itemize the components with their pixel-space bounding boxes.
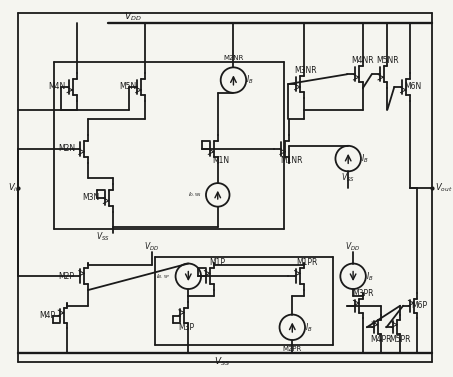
- Text: M4PR: M4PR: [370, 334, 391, 343]
- Text: M4N: M4N: [48, 83, 66, 92]
- Text: $V_{SS}$: $V_{SS}$: [341, 172, 355, 184]
- Text: $I_{B.5P}$: $I_{B.5P}$: [156, 272, 171, 281]
- Text: M2PR: M2PR: [283, 346, 302, 352]
- Text: $I_B$: $I_B$: [366, 270, 374, 282]
- Text: M1N: M1N: [212, 156, 229, 165]
- Text: M6P: M6P: [412, 301, 428, 310]
- Text: M1NR: M1NR: [280, 156, 303, 165]
- Text: $V_{in}$: $V_{in}$: [8, 182, 20, 194]
- Text: $V_{DD}$: $V_{DD}$: [145, 241, 159, 253]
- Text: $V_{SS}$: $V_{SS}$: [214, 356, 230, 368]
- Text: $I_B$: $I_B$: [361, 152, 369, 165]
- Text: M1PR: M1PR: [296, 258, 318, 267]
- Text: M4P: M4P: [39, 311, 55, 320]
- Text: M1P: M1P: [209, 258, 225, 267]
- Text: M3N: M3N: [82, 193, 100, 202]
- Text: $V_{DD}$: $V_{DD}$: [124, 10, 141, 23]
- Text: M5N: M5N: [119, 83, 136, 92]
- Text: M3P: M3P: [178, 323, 194, 332]
- Text: $I_B$: $I_B$: [305, 321, 313, 334]
- Text: M5PR: M5PR: [390, 334, 411, 343]
- Text: $I_{0.5N}$: $I_{0.5N}$: [188, 190, 202, 199]
- Text: $V_{out}$: $V_{out}$: [434, 182, 452, 194]
- Text: $V_{DD}$: $V_{DD}$: [346, 241, 361, 253]
- Text: $I_B$: $I_B$: [246, 74, 254, 86]
- Text: M2NR: M2NR: [223, 55, 244, 61]
- Text: $V_{SS}$: $V_{SS}$: [96, 231, 110, 243]
- Text: M2N: M2N: [58, 144, 75, 153]
- Text: M4NR: M4NR: [352, 56, 374, 65]
- Text: M2P: M2P: [59, 272, 75, 281]
- Text: M5NR: M5NR: [376, 56, 399, 65]
- Text: M3NR: M3NR: [295, 66, 318, 75]
- Text: M3PR: M3PR: [352, 290, 374, 299]
- Text: M6N: M6N: [405, 83, 422, 92]
